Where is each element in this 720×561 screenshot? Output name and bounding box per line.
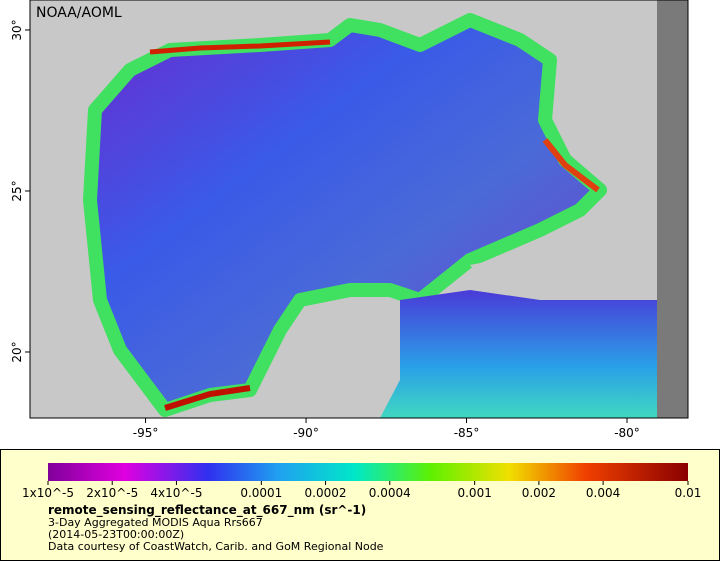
coastal-high bbox=[542, 138, 600, 193]
colorbar-tick-label: 2x10^-5 bbox=[86, 486, 138, 500]
caribbean-water bbox=[380, 290, 657, 418]
colorbar-tick-label: 0.001 bbox=[457, 486, 491, 500]
map-frame bbox=[29, 0, 689, 419]
y-tick-label: 30° bbox=[10, 19, 24, 40]
colorbar-tick-label: 0.0002 bbox=[305, 486, 347, 500]
colorbar-tick-label: 0.002 bbox=[522, 486, 556, 500]
colorbar-tick-label: 0.0004 bbox=[369, 486, 411, 500]
colorbar bbox=[48, 463, 688, 481]
x-tick-label: -95° bbox=[133, 426, 159, 440]
y-tick-label: 25° bbox=[10, 180, 24, 201]
coastal-high bbox=[164, 385, 251, 411]
colorbar-tick-label: 0.004 bbox=[586, 486, 620, 500]
x-tick-label: -80° bbox=[614, 426, 640, 440]
cuba bbox=[470, 255, 657, 300]
colorbar-tick-label: 4x10^-5 bbox=[150, 486, 202, 500]
x-tick-label: -85° bbox=[454, 426, 480, 440]
colorbar-tick-label: 1x10^-5 bbox=[22, 486, 74, 500]
credit: NOAA/AOML bbox=[36, 5, 122, 21]
legend-line: 3-Day Aggregated MODIS Aqua Rrs667 bbox=[48, 516, 263, 529]
coastal-high bbox=[149, 39, 331, 55]
legend-title: remote_sensing_reflectance_at_667_nm (sr… bbox=[48, 503, 366, 518]
no-data-strip bbox=[657, 0, 688, 418]
gulf-water bbox=[83, 13, 607, 417]
map-area: NOAA/AOML bbox=[30, 0, 688, 418]
colorbar-tick-label: 0.0001 bbox=[240, 486, 282, 500]
x-tick-label: -90° bbox=[293, 426, 319, 440]
legend-line: (2014-05-23T00:00:00Z) bbox=[48, 528, 184, 541]
y-tick-label: 20° bbox=[10, 341, 24, 362]
colorbar-tick-label: 0.01 bbox=[675, 486, 702, 500]
legend-line: Data courtesy of CoastWatch, Carib. and … bbox=[48, 540, 384, 553]
